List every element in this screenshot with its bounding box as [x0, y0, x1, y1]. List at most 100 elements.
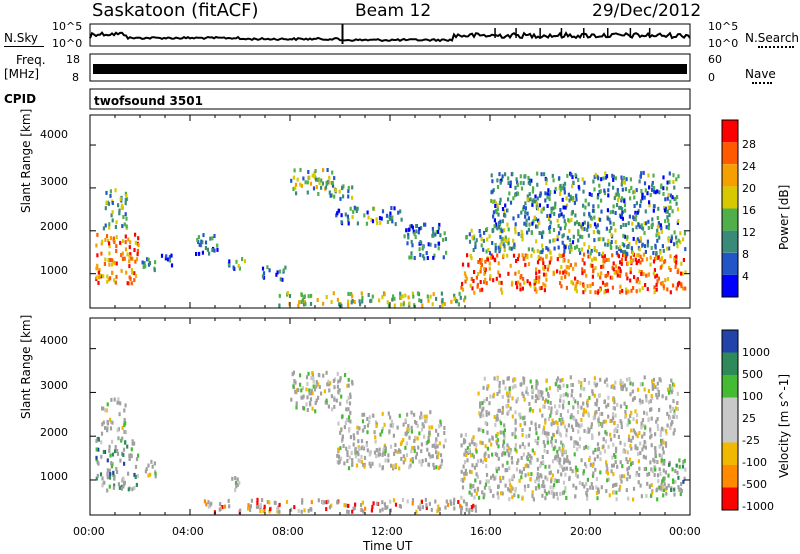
heatmap-cell — [383, 292, 386, 297]
heatmap-cell — [535, 289, 538, 294]
heatmap-cell — [614, 240, 617, 245]
heatmap-cell — [683, 231, 686, 236]
heatmap-cell — [521, 442, 524, 447]
heatmap-cell — [536, 441, 539, 446]
heatmap-cell — [475, 449, 478, 454]
heatmap-cell — [644, 445, 647, 450]
heatmap-cell — [119, 458, 122, 463]
heatmap-cell — [296, 177, 299, 182]
heatmap-cell — [603, 379, 607, 384]
heatmap-cell — [654, 190, 657, 195]
heatmap-cell — [623, 234, 626, 239]
heatmap-cell — [337, 447, 340, 452]
heatmap-cell — [327, 382, 331, 387]
heatmap-cell — [493, 199, 496, 204]
heatmap-cell — [390, 419, 393, 424]
heatmap-cell — [621, 288, 624, 293]
heatmap-cell — [153, 461, 156, 466]
heatmap-cell — [523, 256, 526, 261]
heatmap-cell — [129, 240, 132, 245]
heatmap-cell — [671, 195, 674, 200]
heatmap-cell — [639, 203, 642, 208]
heatmap-cell — [465, 234, 468, 239]
heatmap-cell — [349, 395, 352, 399]
heatmap-cell — [431, 443, 434, 448]
heatmap-cell — [492, 214, 495, 219]
heatmap-cell — [672, 173, 675, 178]
heatmap-cell — [347, 217, 350, 222]
heatmap-cell — [633, 189, 636, 194]
heatmap-cell — [345, 417, 348, 422]
heatmap-cell — [333, 176, 336, 181]
heatmap-cell — [538, 203, 541, 208]
heatmap-cell — [638, 466, 641, 471]
heatmap-cell — [614, 264, 617, 269]
heatmap-cell — [104, 408, 107, 413]
heatmap-cell — [593, 187, 596, 192]
heatmap-cell — [261, 266, 265, 271]
power-ytick-1000: 1000 — [40, 264, 68, 277]
heatmap-cell — [110, 258, 113, 263]
heatmap-cell — [604, 242, 607, 247]
heatmap-cell — [578, 436, 582, 441]
heatmap-cell — [211, 236, 214, 241]
heatmap-cell — [592, 269, 595, 274]
heatmap-cell — [504, 468, 507, 473]
heatmap-cell — [516, 397, 519, 401]
heatmap-cell — [645, 394, 648, 399]
heatmap-cell — [315, 398, 318, 403]
heatmap-cell — [499, 180, 502, 185]
heatmap-cell — [302, 302, 306, 307]
heatmap-cell — [594, 401, 597, 406]
heatmap-cell — [666, 180, 669, 185]
nave-label: Nave — [745, 67, 776, 81]
heatmap-cell — [418, 431, 421, 436]
heatmap-cell — [506, 468, 509, 472]
heatmap-cell — [574, 173, 577, 178]
heatmap-cell — [402, 460, 405, 465]
heatmap-cell — [526, 455, 529, 460]
heatmap-cell — [328, 175, 331, 180]
heatmap-cell — [98, 272, 102, 277]
heatmap-cell — [530, 472, 533, 477]
heatmap-cell — [419, 252, 422, 257]
heatmap-cell — [112, 259, 115, 264]
heatmap-cell — [612, 177, 615, 182]
heatmap-cell — [663, 458, 666, 463]
freq-panel-frame — [89, 53, 691, 82]
heatmap-cell — [113, 278, 116, 283]
heatmap-cell — [323, 389, 326, 394]
nsky-label: N.Sky — [4, 31, 39, 45]
heatmap-cell — [562, 233, 565, 238]
heatmap-cell — [552, 485, 555, 490]
heatmap-cell — [570, 436, 573, 441]
heatmap-cell — [643, 375, 646, 380]
heatmap-cell — [569, 171, 572, 176]
heatmap-cell — [413, 231, 416, 236]
heatmap-cell — [213, 234, 216, 238]
heatmap-cell — [675, 201, 678, 206]
heatmap-cell — [548, 192, 551, 197]
heatmap-cell — [285, 499, 289, 504]
heatmap-cell — [621, 216, 624, 221]
heatmap-cell — [491, 179, 494, 184]
heatmap-cell — [361, 299, 364, 304]
heatmap-cell — [553, 189, 556, 194]
heatmap-cell — [572, 281, 575, 286]
heatmap-cell — [361, 412, 364, 417]
heatmap-cell — [115, 466, 118, 471]
heatmap-cell — [610, 240, 613, 244]
heatmap-cell — [361, 295, 364, 300]
heatmap-cell — [578, 248, 581, 252]
heatmap-cell — [556, 454, 560, 459]
heatmap-cell — [638, 179, 641, 184]
heatmap-cell — [598, 230, 601, 235]
heatmap-cell — [536, 248, 539, 253]
heatmap-cell — [381, 295, 384, 300]
heatmap-cell — [572, 397, 575, 401]
heatmap-cell — [559, 448, 563, 453]
heatmap-cell — [480, 262, 483, 267]
heatmap-cell — [401, 498, 405, 502]
heatmap-cell — [675, 415, 678, 419]
heatmap-cell — [102, 420, 105, 425]
